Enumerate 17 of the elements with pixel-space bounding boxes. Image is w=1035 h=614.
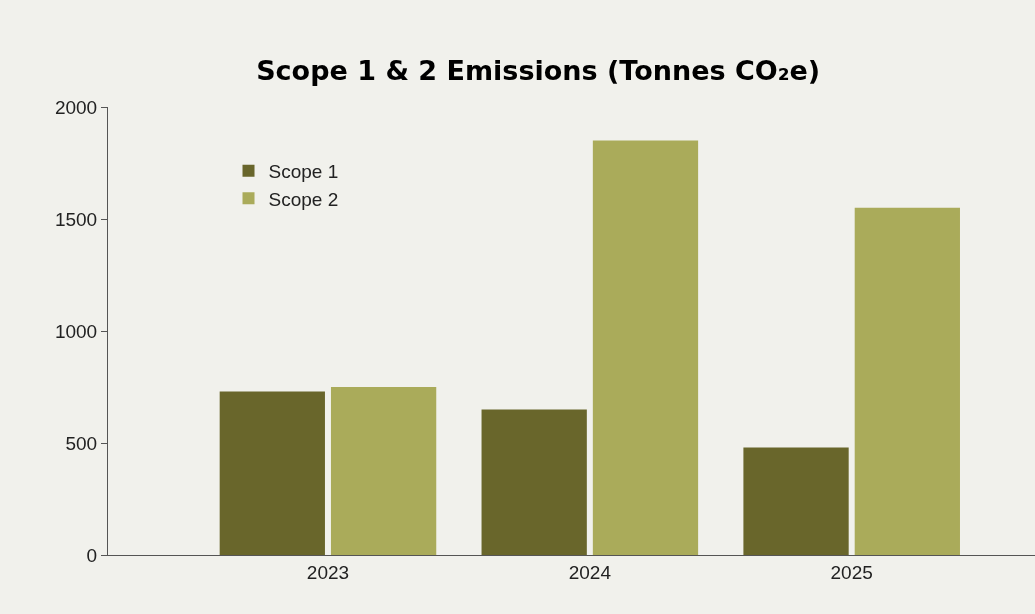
legend-label: Scope 2 [268,188,339,210]
y-tick-label: 1500 [54,208,98,230]
bar [592,140,699,555]
y-tick-label: 500 [65,432,98,454]
bar [219,391,325,555]
bar [743,447,849,555]
x-tick-label: 2024 [568,561,612,583]
x-tick-label: 2023 [306,561,350,583]
y-tick-label: 2000 [54,96,98,118]
y-tick-label: 1000 [54,320,98,342]
legend-label: Scope 1 [268,161,339,183]
bar [330,387,437,555]
bar [481,409,587,555]
x-tick-label: 2025 [830,561,873,583]
y-tick-label: 0 [86,544,98,566]
chart-title: Scope 1 & 2 Emissions (Tonnes CO₂e) [256,55,821,87]
bar [854,207,960,555]
